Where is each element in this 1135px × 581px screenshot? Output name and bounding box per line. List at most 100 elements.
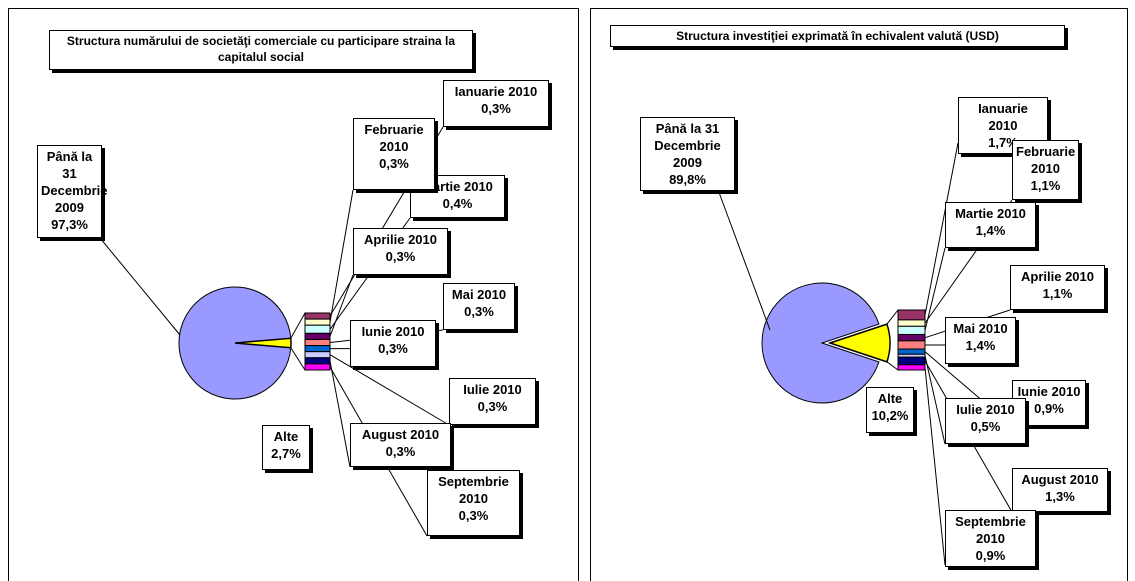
label-text: Septembrie 2010 <box>438 474 509 506</box>
leader-line <box>329 274 354 337</box>
label-text: 0,9% <box>1034 401 1064 416</box>
leader-line <box>924 367 946 566</box>
label-text: 0,4% <box>442 196 473 211</box>
data-label: Alte 10,2% <box>866 387 914 433</box>
chart-title: Structura investiţiei exprimată în echiv… <box>610 25 1065 47</box>
leader-line <box>329 360 351 468</box>
leader-line <box>329 189 354 323</box>
bar-segment <box>897 348 926 355</box>
label-text: 0,3% <box>481 101 511 116</box>
label-text: Iulie 2010 <box>463 382 522 397</box>
bar-segment <box>304 345 331 353</box>
data-label: August 2010 1,3% <box>1012 468 1108 512</box>
bar-segment <box>304 363 331 371</box>
label-text: Până la 31 Decembrie 2009 <box>41 149 108 215</box>
bar-segment <box>304 357 331 365</box>
label-text: Iunie 2010 <box>361 324 425 339</box>
connector-line <box>290 347 306 371</box>
data-label: Iunie 2010 0,3% <box>350 320 436 367</box>
pie-slice <box>827 323 891 363</box>
bar-segment <box>304 332 331 340</box>
label-text: 0,3% <box>378 341 408 356</box>
label-text: 1,1% <box>1030 178 1061 193</box>
label-text: August 2010 <box>361 427 440 442</box>
data-label: Mai 2010 0,3% <box>443 283 515 330</box>
label-text: 1,4% <box>965 338 996 353</box>
connector-line <box>290 312 306 339</box>
label-text: Alte <box>877 391 903 406</box>
bar-segment <box>897 319 926 327</box>
data-label: Alte 2,7% <box>262 425 310 470</box>
data-label: August 2010 0,3% <box>350 423 451 467</box>
bar-segment <box>897 309 926 321</box>
bar-segment <box>897 333 926 342</box>
bar-segment <box>304 312 331 320</box>
label-text: 1,1% <box>1042 286 1073 301</box>
pie-slice <box>234 337 292 349</box>
label-text: 0,3% <box>385 444 416 459</box>
label-text: Ianuarie 2010 <box>978 101 1028 133</box>
data-label: Până la 31 Decembrie 2009 89,8% <box>640 117 735 191</box>
label-text: 0,3% <box>379 156 409 171</box>
bar-segment <box>897 340 926 350</box>
leader-line <box>924 142 959 316</box>
label-text: Martie 2010 <box>955 206 1026 221</box>
label-text: 0,9% <box>975 548 1006 563</box>
data-label: Aprilie 2010 0,3% <box>353 228 448 275</box>
label-text: Iunie 2010 <box>1017 384 1081 399</box>
label-text: Structura investiţiei exprimată în echiv… <box>676 29 999 43</box>
chart-panel <box>8 8 579 581</box>
data-label: Iulie 2010 0,5% <box>945 398 1026 444</box>
label-text: 1,3% <box>1045 489 1075 504</box>
label-text: 89,8% <box>669 172 706 187</box>
label-text: August 2010 <box>1021 472 1099 487</box>
data-label: Septembrie 2010 0,3% <box>427 470 520 536</box>
data-label: Aprilie 2010 1,1% <box>1010 265 1105 310</box>
connector-line <box>886 361 899 371</box>
chart-panel <box>590 8 1128 581</box>
bar-segment <box>897 325 926 335</box>
label-text: 10,2% <box>871 408 909 423</box>
label-text: 0,3% <box>477 399 508 414</box>
leader-line <box>924 247 946 331</box>
label-text: 1,7% <box>988 135 1018 150</box>
bar-segment <box>304 351 331 359</box>
data-label: Septembrie 2010 0,9% <box>945 510 1036 567</box>
label-text: Structura numărului de societăţi comerci… <box>66 34 456 64</box>
data-label: Iulie 2010 0,3% <box>449 378 536 425</box>
data-label: Martie 2010 1,4% <box>945 202 1036 248</box>
bar-segment <box>897 364 926 371</box>
label-text: 0,3% <box>464 304 494 319</box>
label-text: Ianuarie 2010 <box>454 84 538 99</box>
data-label: Februarie 2010 0,3% <box>353 118 435 190</box>
label-text: Până la 31 Decembrie 2009 <box>654 121 721 170</box>
leader-line <box>924 355 946 445</box>
leader-line <box>99 237 181 336</box>
label-text: 0,3% <box>458 508 489 523</box>
label-text: 2,7% <box>271 446 301 461</box>
connector-line <box>886 309 899 325</box>
label-text: 0,3% <box>385 249 416 264</box>
leader-line <box>716 186 771 331</box>
data-label: Ianuarie 2010 0,3% <box>443 80 549 127</box>
label-text: 1,4% <box>975 223 1006 238</box>
data-label: Mai 2010 1,4% <box>945 317 1016 364</box>
label-text: Aprilie 2010 <box>364 232 437 247</box>
chart-title: Structura numărului de societăţi comerci… <box>49 30 473 70</box>
label-text: Martie 2010 <box>422 179 493 194</box>
label-text: Mai 2010 <box>451 287 507 302</box>
label-text: Septembrie 2010 <box>955 514 1026 546</box>
label-text: Iulie 2010 <box>956 402 1015 417</box>
bar-segment <box>304 324 331 334</box>
label-text: Februarie 2010 <box>364 122 424 154</box>
bar-segment <box>897 356 926 366</box>
label-text: Februarie 2010 <box>1016 144 1076 176</box>
data-label: Februarie 2010 1,1% <box>1012 140 1079 200</box>
label-text: 97,3% <box>51 217 88 232</box>
leader-line <box>329 354 450 426</box>
data-label: Până la 31 Decembrie 2009 97,3% <box>37 145 107 238</box>
label-text: Aprilie 2010 <box>1021 269 1094 284</box>
pie-slice <box>761 282 880 404</box>
